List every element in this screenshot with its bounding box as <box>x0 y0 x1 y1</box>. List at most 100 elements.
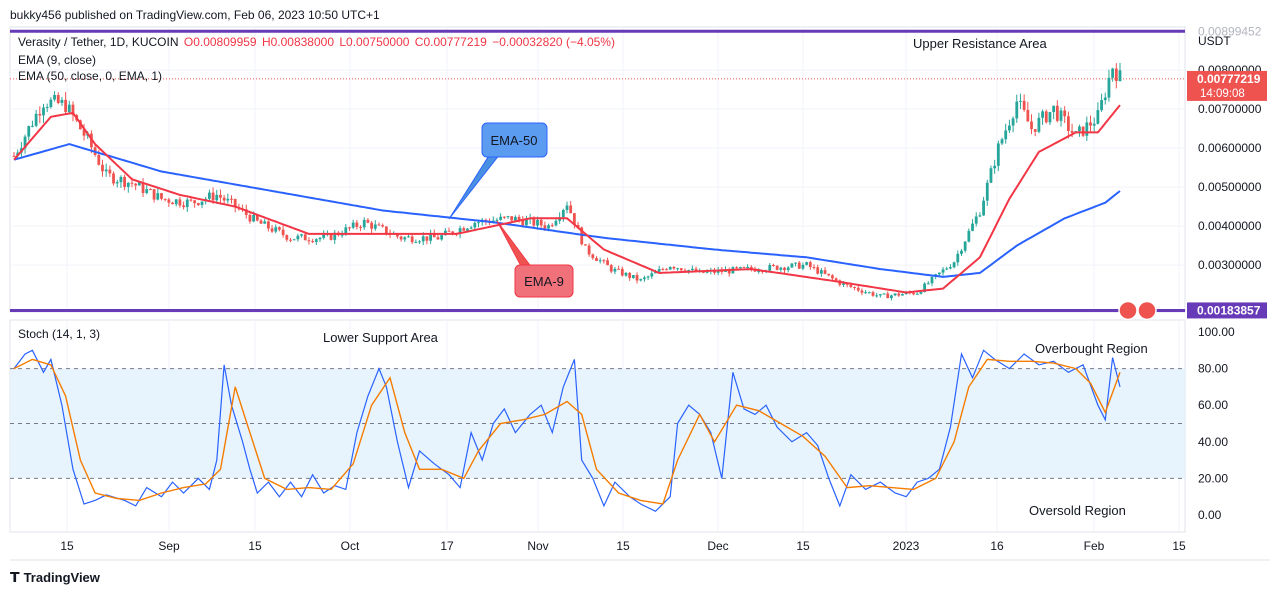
candle-body <box>871 292 875 296</box>
candle-body <box>849 284 853 287</box>
candle-body <box>543 225 547 229</box>
candle-body <box>333 232 337 240</box>
candle-body <box>355 222 359 227</box>
candle-body <box>230 198 233 200</box>
overbought-label: Overbought Region <box>1035 341 1148 356</box>
candle-body <box>1044 111 1048 123</box>
symbol-name[interactable]: Verasity / Tether, 1D, KUCOIN <box>18 35 179 49</box>
candle-body <box>893 293 897 296</box>
ema50-callout-pointer <box>448 153 502 220</box>
candle-body <box>941 269 945 273</box>
candle-body <box>539 219 543 226</box>
candle-body <box>517 216 521 220</box>
candle-body <box>303 234 307 241</box>
time-tick-label: Dec <box>707 539 728 553</box>
price-tick-label: 0.00300000 <box>1198 258 1262 272</box>
time-tick-label: 15 <box>796 539 810 553</box>
tradingview-logo-icon: 𝗧 <box>10 569 20 585</box>
symbol-legend: Verasity / Tether, 1D, KUCOIN O0.0080995… <box>18 35 617 49</box>
candle-body <box>550 225 554 227</box>
candle-body <box>823 270 827 274</box>
ema50-callout-box <box>481 122 548 158</box>
candle-body <box>351 222 355 228</box>
candle-body <box>572 213 576 225</box>
time-tick-label: 15 <box>1172 539 1186 553</box>
candle-body <box>473 223 477 228</box>
candle-body <box>322 234 326 238</box>
candle-body <box>989 168 993 183</box>
candle-body <box>259 220 263 224</box>
candle-body <box>831 275 834 279</box>
candle-body <box>628 272 632 278</box>
candle-body <box>613 268 617 272</box>
time-tick-label: 17 <box>440 539 454 553</box>
candle-body <box>458 228 462 235</box>
candle-body <box>915 293 919 295</box>
candle-body <box>307 240 311 242</box>
candle-body <box>399 236 403 240</box>
candle-body <box>373 224 377 229</box>
candle-body <box>12 155 16 157</box>
candle-body <box>1033 129 1037 132</box>
candle-body <box>985 182 989 201</box>
candle-body <box>1004 130 1008 140</box>
candle-body <box>263 221 267 224</box>
candle-body <box>502 216 506 218</box>
candle-body <box>694 268 698 272</box>
candle-body <box>971 223 974 231</box>
candle-body <box>661 269 665 271</box>
candle-body <box>27 126 31 137</box>
time-tick-label: 2023 <box>893 539 920 553</box>
support-price-value: 0.00183857 <box>1197 303 1261 317</box>
candle-body <box>779 267 783 270</box>
stoch-tick-label: 20.00 <box>1198 471 1228 485</box>
candle-body <box>270 228 274 232</box>
candle-body <box>812 267 816 269</box>
candle-body <box>1011 118 1015 126</box>
ema9-line <box>13 104 1121 294</box>
candle-body <box>233 199 237 208</box>
stoch-legend[interactable]: Stoch (14, 1, 3) <box>18 327 101 341</box>
candle-body <box>104 169 108 172</box>
candle-body <box>499 216 503 220</box>
candle-body <box>38 113 42 116</box>
candle-body <box>1118 70 1122 81</box>
candle-body <box>620 268 624 276</box>
candle-body <box>690 268 694 270</box>
candle-body <box>805 262 809 265</box>
candle-body <box>1078 126 1081 132</box>
event-flag-icon <box>1118 300 1138 321</box>
candle-body <box>196 203 200 206</box>
candle-body <box>757 271 761 273</box>
candle-body <box>532 217 536 226</box>
candle-body <box>340 234 344 236</box>
candle-body <box>163 198 167 200</box>
candle-body <box>801 264 805 269</box>
candle-body <box>403 237 407 240</box>
ema9-legend[interactable]: EMA (9, close) <box>18 53 97 67</box>
candle-body <box>609 265 613 272</box>
candle-body <box>60 99 64 103</box>
candle-body <box>156 193 160 200</box>
ema50-callout-text: EMA-50 <box>491 133 538 148</box>
candle-body <box>414 242 418 244</box>
stoch-d-line <box>13 358 1121 505</box>
candle-body <box>657 269 661 272</box>
candle-body <box>410 236 414 243</box>
candle-body <box>45 107 49 109</box>
candle-body <box>978 215 982 217</box>
support-price-tag <box>1187 302 1267 319</box>
candle-body <box>536 219 539 226</box>
candle-body <box>1030 121 1033 130</box>
candle-body <box>982 200 985 216</box>
ema50-legend[interactable]: EMA (50, close, 0, EMA, 1) <box>18 69 163 83</box>
candle-body <box>23 136 27 149</box>
candle-body <box>407 236 410 238</box>
candle-body <box>919 291 923 294</box>
candle-body <box>396 233 399 237</box>
candle-body <box>816 267 820 274</box>
candle-body <box>495 219 499 221</box>
candle-body <box>67 104 71 113</box>
candle-body <box>130 182 134 184</box>
